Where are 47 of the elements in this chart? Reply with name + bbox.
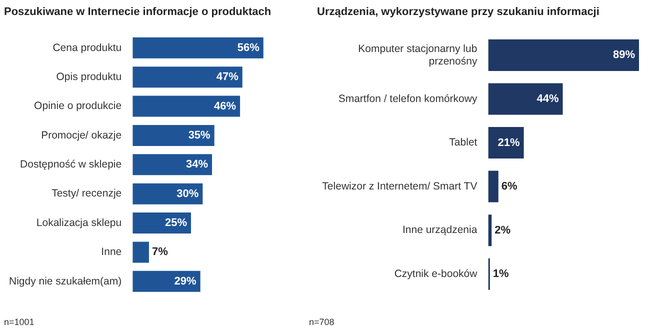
y-tick-label: Testy/ recenzje xyxy=(52,188,122,200)
data-label: 35% xyxy=(188,129,211,142)
y-tick-label: Nigdy nie szukałem(am) xyxy=(8,275,122,288)
y-tick-label: Inne urządzenia xyxy=(402,224,478,236)
y-tick-label: Tablet xyxy=(449,136,478,149)
data-label: 29% xyxy=(174,275,197,288)
bar xyxy=(132,242,149,263)
text: n=1001 xyxy=(4,317,34,327)
y-tick-label: Opinie o produkcie xyxy=(34,100,122,112)
bar xyxy=(488,83,563,115)
bar xyxy=(132,66,242,88)
y-tick-label: Dostępność w sklepie xyxy=(20,158,122,171)
data-label: 6% xyxy=(501,180,518,193)
bar xyxy=(132,154,212,176)
y-tick-label: Czytnik e-booków xyxy=(394,268,478,280)
data-label: 56% xyxy=(237,42,260,54)
y-tick-label: Promocje/ okazje xyxy=(41,129,122,142)
bar xyxy=(488,126,524,159)
bar xyxy=(132,124,214,146)
data-label: 7% xyxy=(152,246,168,258)
data-label: 30% xyxy=(176,188,199,200)
chart-title: Urządzenia, wykorzystywane przy szukaniu informacji xyxy=(317,6,600,18)
data-label: 1% xyxy=(492,268,510,280)
bar xyxy=(132,96,240,117)
data-label: 2% xyxy=(494,224,511,236)
text: n=708 xyxy=(309,317,334,327)
y-tick-label: Komputer stacjonarny lub przenośny xyxy=(358,42,478,68)
data-label: 47% xyxy=(216,71,239,84)
y-tick-label: Cena produktu xyxy=(52,42,122,54)
bar xyxy=(132,270,200,292)
data-label: 34% xyxy=(186,158,208,171)
bar xyxy=(132,183,203,204)
chart-title: Poszukiwane w Internecie informacje o produktach xyxy=(4,6,272,18)
y-tick-label: Telewizor z Internetem/ Smart TV xyxy=(322,180,478,192)
y-tick-label: Lokalizacja sklepu xyxy=(36,216,122,229)
bar xyxy=(488,39,639,71)
data-label: 89% xyxy=(612,49,636,62)
data-label: 21% xyxy=(498,136,520,149)
y-tick-label: Inne xyxy=(101,246,122,258)
bar xyxy=(488,170,498,202)
data-label: 46% xyxy=(214,100,236,112)
data-label: 25% xyxy=(164,217,188,230)
bar xyxy=(132,212,191,234)
y-tick-label: Smartfon / telefon komórkowy xyxy=(338,92,478,105)
y-tick-label: Opis produktu xyxy=(56,70,122,83)
bar xyxy=(132,37,264,58)
data-label: 44% xyxy=(536,93,559,106)
